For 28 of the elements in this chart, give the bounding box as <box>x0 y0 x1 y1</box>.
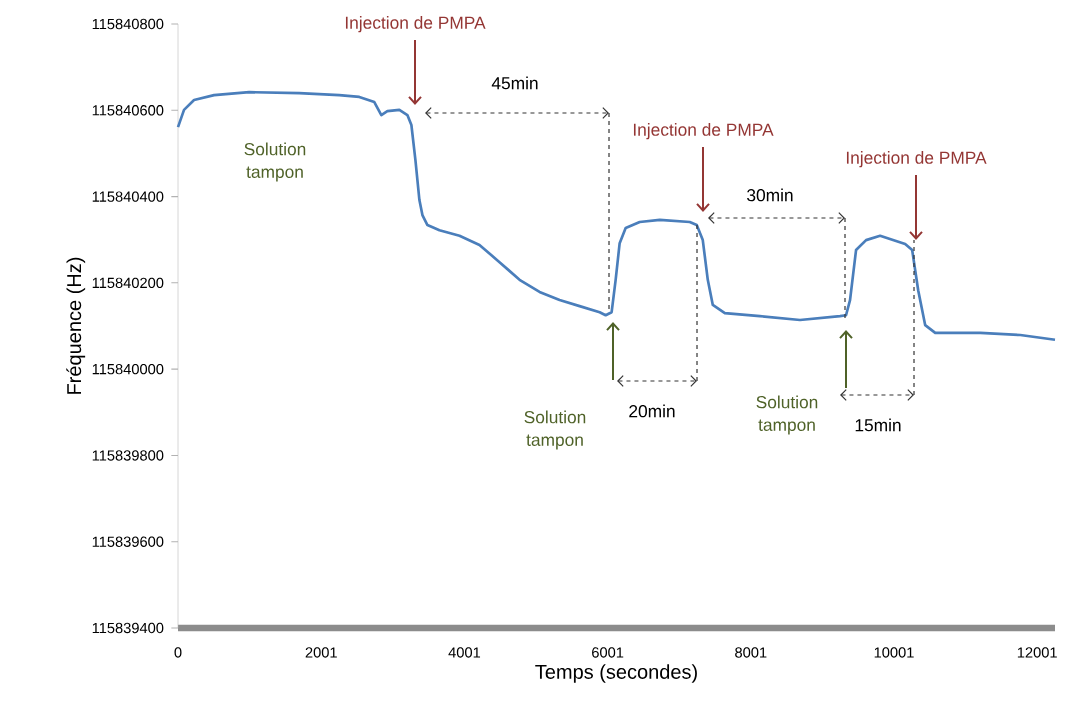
y-tick-label: 115839800 <box>92 450 164 461</box>
x-axis-title: Temps (secondes) <box>535 664 697 683</box>
y-tick-label: 115840800 <box>92 18 164 30</box>
annotation: Injection de PMPA <box>633 123 774 140</box>
line-series <box>176 90 1057 342</box>
annotation: 20min <box>629 404 675 418</box>
annotation: Solution tampon <box>244 142 306 182</box>
y-axis-title: Fréquence (Hz) <box>66 257 86 394</box>
y-tick-label: 115840600 <box>92 105 164 116</box>
y-tick-label: 115839600 <box>92 536 164 547</box>
x-tick-label: 10001 <box>874 647 914 658</box>
annotation: Solution tampon <box>524 410 586 450</box>
y-tick-label: 115839400 <box>92 622 164 634</box>
x-tick-label: 8001 <box>735 647 767 658</box>
x-tick-label: 12001 <box>1017 647 1057 658</box>
x-tick-label: 6001 <box>592 647 624 658</box>
y-tick-label: 115840400 <box>92 191 164 202</box>
annotation: 15min <box>855 418 901 432</box>
annotation: Solution tampon <box>756 395 818 435</box>
x-tick-label: 0 <box>174 647 182 658</box>
y-tick-label: 115840000 <box>92 363 164 375</box>
annotation: Injection de PMPA <box>345 16 486 33</box>
annotation: 30min <box>747 188 793 202</box>
x-tick-label: 2001 <box>305 647 337 658</box>
annotation: Injection de PMPA <box>846 151 987 168</box>
annotation: 45min <box>491 76 538 90</box>
y-tick-label: 115840200 <box>92 277 164 289</box>
x-tick-label: 4001 <box>448 647 481 658</box>
